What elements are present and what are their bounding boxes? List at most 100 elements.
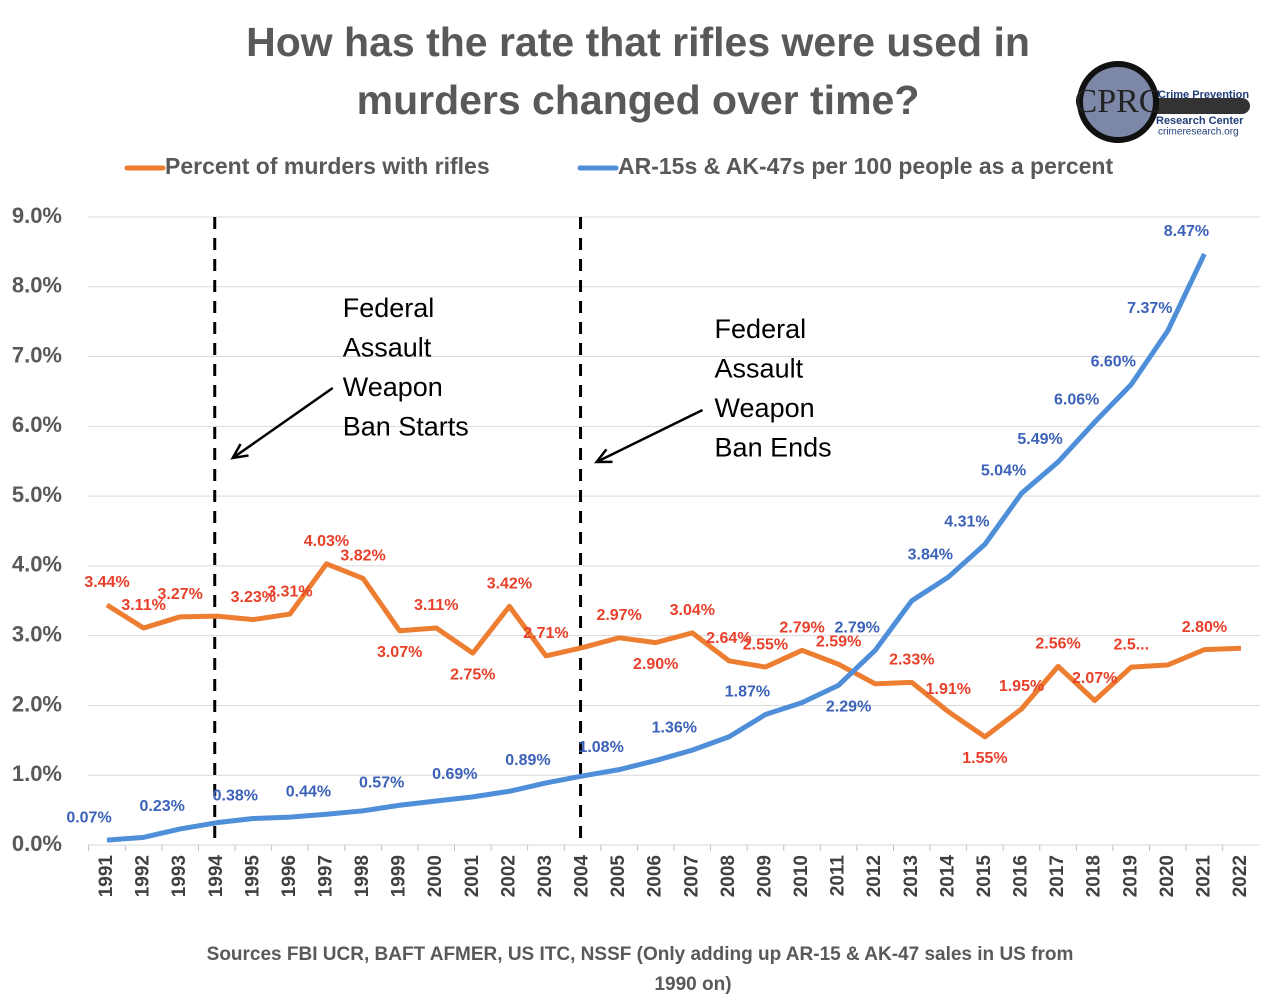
chart-title: How has the rate that rifles were used i… — [246, 19, 1030, 65]
series-line — [105, 561, 1242, 740]
data-label: 2.97% — [596, 607, 641, 624]
data-label: 3.31% — [267, 583, 312, 600]
x-tick-label: 2007 — [681, 855, 702, 897]
data-label: 2.90% — [633, 656, 678, 673]
chart-title: murders changed over time? — [357, 77, 920, 123]
data-label: 2.80% — [1182, 619, 1227, 636]
x-tick-label: 2004 — [572, 855, 593, 898]
data-label: 3.82% — [340, 548, 385, 565]
x-tick-label: 1999 — [389, 855, 410, 897]
data-label: 1.36% — [652, 719, 697, 736]
data-label: 3.27% — [157, 586, 202, 603]
x-tick-label: 1993 — [169, 855, 190, 897]
x-tick-label: 1994 — [206, 855, 227, 898]
y-tick-label: 3.0% — [12, 621, 62, 646]
data-label: 2.79% — [835, 620, 880, 637]
x-tick-label: 2006 — [645, 855, 666, 897]
data-label: 2.64% — [706, 630, 751, 647]
x-tick-label: 2009 — [754, 855, 775, 897]
logo-mark: CPRC — [1075, 83, 1162, 120]
annotation-text: Federal — [343, 293, 435, 323]
annotation-text: Weapon — [343, 372, 443, 402]
data-label: 2.07% — [1072, 670, 1117, 687]
x-tick-label: 1996 — [279, 855, 300, 897]
y-tick-label: 2.0% — [12, 691, 62, 716]
data-label: 6.60% — [1091, 354, 1136, 371]
data-label: 7.37% — [1127, 300, 1172, 317]
data-label: 4.03% — [304, 533, 349, 550]
logo-text: Research Center — [1156, 115, 1244, 127]
data-label: 2.29% — [826, 698, 871, 715]
legend-label: AR-15s & AK-47s per 100 people as a perc… — [618, 153, 1113, 179]
x-tick-label: 2016 — [1011, 855, 1032, 897]
y-tick-label: 6.0% — [12, 412, 62, 437]
data-label: 3.84% — [908, 546, 953, 563]
data-label: 5.04% — [981, 463, 1026, 480]
x-tick-label: 2011 — [828, 855, 849, 897]
annotation-arrow — [232, 386, 334, 460]
annotation-text: Assault — [715, 354, 804, 384]
data-label: 1.87% — [725, 684, 770, 701]
data-label: 2.33% — [889, 652, 934, 669]
x-tick-label: 1991 — [96, 855, 117, 898]
x-tick-label: 2005 — [608, 855, 629, 898]
x-tick-label: 1997 — [315, 855, 336, 897]
data-label: 2.79% — [779, 620, 824, 637]
source-note: 1990 on) — [654, 974, 731, 995]
logo-handle — [1150, 98, 1250, 114]
x-tick-label: 2000 — [425, 855, 446, 897]
y-tick-label: 5.0% — [12, 482, 62, 507]
x-tick-label: 2013 — [901, 855, 922, 897]
data-label: 3.42% — [487, 576, 532, 593]
x-tick-label: 2008 — [718, 855, 739, 897]
annotation-arrow — [595, 408, 704, 464]
data-label: 5.49% — [1017, 431, 1062, 448]
logo: CPRC Crime Prevention Research Center cr… — [1075, 61, 1250, 143]
data-label: 0.44% — [286, 784, 331, 801]
data-label: 3.04% — [670, 602, 715, 619]
y-tick-label: 9.0% — [12, 203, 62, 228]
x-tick-label: 2012 — [864, 855, 885, 897]
source-note: Sources FBI UCR, BAFT AFMER, US ITC, NSS… — [207, 944, 1074, 965]
data-label: 6.06% — [1054, 391, 1099, 408]
data-label: 0.23% — [139, 798, 184, 815]
x-tick-label: 2019 — [1120, 855, 1141, 897]
y-tick-label: 8.0% — [12, 273, 62, 298]
x-tick-label: 2017 — [1047, 855, 1068, 897]
y-tick-label: 4.0% — [12, 552, 62, 577]
data-label: 2.55% — [743, 636, 788, 653]
annotation-text: Ban Starts — [343, 412, 469, 442]
x-tick-label: 2020 — [1157, 855, 1178, 897]
data-label: 8.47% — [1164, 223, 1209, 240]
data-label: 0.07% — [66, 809, 111, 826]
data-label: 3.07% — [377, 644, 422, 661]
data-label: 3.44% — [84, 574, 129, 591]
data-label: 0.57% — [359, 774, 404, 791]
annotation-text: Federal — [715, 314, 807, 344]
y-tick-label: 7.0% — [12, 342, 62, 367]
data-label: 2.56% — [1035, 636, 1080, 653]
data-label: 2.5... — [1113, 636, 1149, 653]
annotation-arrowhead — [230, 443, 249, 460]
x-tick-label: 2015 — [974, 855, 995, 898]
data-label: 4.31% — [944, 513, 989, 530]
data-label: 2.75% — [450, 666, 495, 683]
data-label: 0.38% — [213, 788, 258, 805]
x-tick-label: 2010 — [791, 855, 812, 897]
data-label: 1.55% — [962, 750, 1007, 767]
data-label: 3.23% — [231, 589, 276, 606]
annotation-arrowhead — [593, 448, 613, 464]
x-tick-label: 2018 — [1084, 855, 1105, 897]
data-label: 3.11% — [414, 597, 458, 614]
x-tick-label: 2003 — [535, 855, 556, 897]
logo-text: Crime Prevention — [1158, 89, 1249, 101]
data-label: 1.08% — [578, 739, 623, 756]
legend-label: Percent of murders with rifles — [165, 153, 490, 179]
data-label: 2.71% — [523, 625, 568, 642]
x-tick-label: 2022 — [1230, 855, 1251, 897]
x-tick-label: 2001 — [462, 855, 483, 898]
series-line — [106, 252, 1207, 843]
x-tick-label: 1995 — [242, 855, 263, 898]
x-tick-label: 1998 — [352, 855, 373, 897]
